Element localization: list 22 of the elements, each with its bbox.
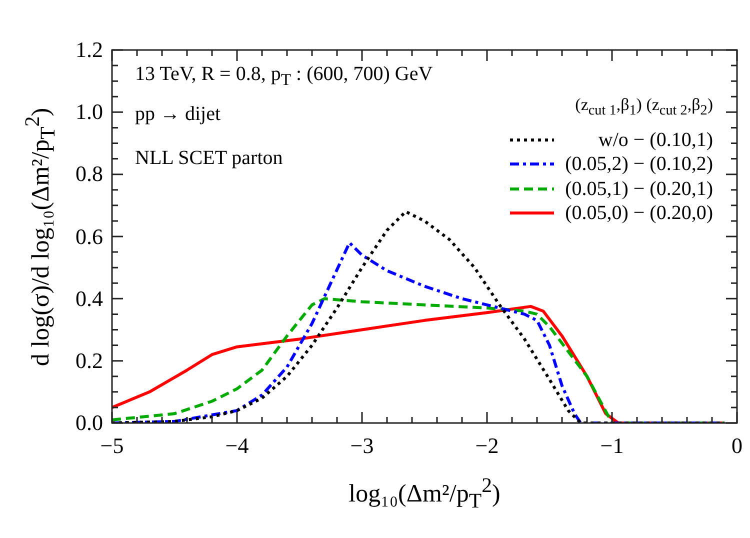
y-tick-label: 1.2 — [76, 37, 103, 62]
y-tick-label: 0.2 — [76, 348, 103, 373]
y-tick-label: 0.8 — [76, 161, 103, 186]
legend-label: w/o − (0.10,1) — [597, 128, 713, 151]
x-tick-label: 0 — [732, 433, 742, 458]
text: (z$_{cut 1}$,β$_{1}$) (z$_{cut 2}$,β$_{2}$) — [575, 95, 713, 118]
y-tick-label: 0.6 — [76, 224, 103, 248]
annotation: NLL SCET parton — [135, 147, 283, 169]
y-tick-label: 1.0 — [76, 99, 103, 124]
y-tick-label: 0.4 — [76, 286, 103, 311]
x-tick-label: −2 — [475, 433, 499, 458]
annotation: 13 TeV, R = 0.8, p$_{T}$ : (600, 700) GeV — [135, 63, 433, 89]
x-tick-label: −4 — [225, 433, 249, 458]
legend-label: (0.05,2) − (0.10,2) — [564, 153, 713, 176]
x-tick-label: −1 — [600, 433, 624, 458]
legend-label: (0.05,1) − (0.20,1) — [564, 178, 713, 200]
x-tick-label: −5 — [100, 433, 124, 458]
x-axis-title: log₁₀(Δm²/p$_{T}$$^{2}$) — [348, 473, 500, 512]
y-tick-label: 0.0 — [76, 410, 103, 435]
annotation: pp → dijet — [135, 103, 221, 125]
x-tick-label: −3 — [350, 433, 374, 458]
legend-label: (0.05,0) − (0.20,0) — [564, 202, 713, 224]
